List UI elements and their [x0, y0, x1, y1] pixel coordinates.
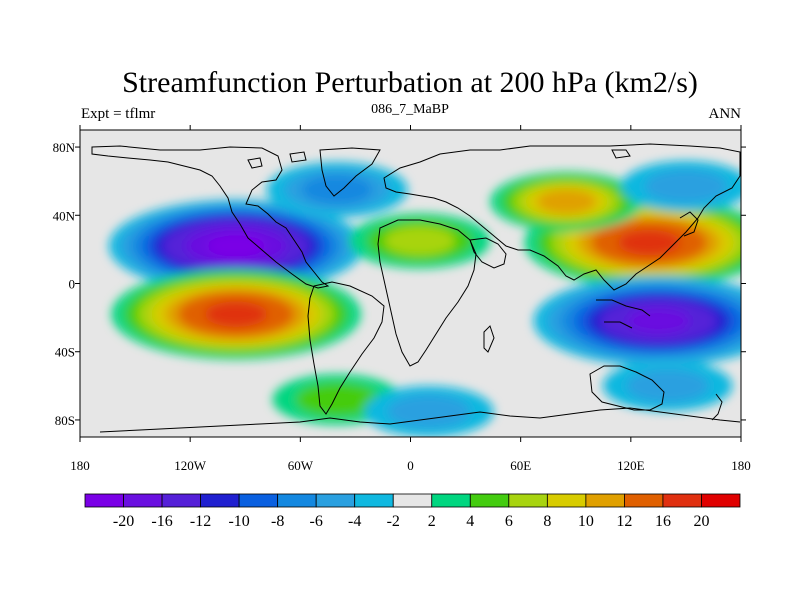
colorbar-label: -12 — [190, 513, 211, 530]
colorbar-swatch — [585, 493, 625, 508]
coastline-south-america — [307, 281, 385, 415]
colorbar-label: 16 — [655, 513, 671, 530]
map-panel — [79, 129, 742, 438]
contour-negative-center-north-pacific — [109, 199, 364, 293]
colorbar-label: 6 — [505, 513, 513, 530]
colorbar-label: 8 — [543, 513, 551, 530]
colorbar-label: 10 — [578, 513, 594, 530]
colorbar-label: -16 — [151, 513, 172, 530]
x-tick-label: 60E — [510, 458, 531, 473]
colorbar-label: -20 — [113, 513, 134, 530]
contour-level — [627, 308, 690, 334]
contour-negative-center-siberia — [621, 161, 741, 212]
map-axes: 180 120W 60W 0 60E 120E 180 80N 40N 0 40S 80S — [53, 125, 751, 473]
colorbar-swatch — [354, 493, 394, 508]
colorbar-label: 2 — [428, 513, 436, 530]
colorbar-swatch — [624, 493, 664, 508]
colorbar: -20 -16 -12 -10 -8 -6 -4 -2 2 4 6 8 10 12 16 20 — [84, 493, 741, 530]
coastline-greenland — [319, 147, 381, 197]
colorbar-swatch — [315, 493, 356, 508]
colorbar-swatch — [277, 493, 317, 508]
colorbar-swatch — [123, 493, 163, 508]
season-label: ANN — [709, 106, 742, 122]
colorbar-swatch — [662, 493, 702, 508]
contour-negative-center-south-indian — [533, 275, 741, 367]
colorbar-swatch — [84, 493, 124, 508]
colorbar-label: -8 — [271, 513, 284, 530]
colorbar-swatch — [238, 493, 279, 508]
y-tick-label: 40N — [53, 208, 76, 223]
colorbar-label: -4 — [348, 513, 361, 530]
x-tick-label: 120W — [174, 458, 207, 473]
colorbar-label: 4 — [466, 513, 474, 530]
contour-level — [626, 369, 709, 403]
y-tick-label: 80S — [55, 413, 75, 428]
contour-negative-center-antarctic — [364, 386, 494, 437]
coastline-japan — [679, 211, 699, 237]
coastline-arabia — [469, 237, 507, 269]
colorbar-swatch — [392, 493, 433, 508]
coastline-north-america — [91, 145, 330, 289]
contour-positive-center-south-pacific — [111, 268, 361, 360]
colorbar-swatch — [200, 493, 240, 508]
coastline-antarctica — [99, 407, 741, 433]
colorbar-label: -2 — [387, 513, 400, 530]
contour-positive-center-north-africa — [349, 213, 491, 269]
contour-level — [207, 234, 265, 258]
y-tick-label: 0 — [69, 277, 76, 292]
contour-level — [387, 394, 471, 429]
contour-positive-center-central-asia — [490, 171, 643, 232]
y-tick-label: 80N — [53, 140, 76, 155]
y-tick-label: 40S — [55, 345, 75, 360]
colorbar-swatch — [701, 493, 741, 508]
colorbar-swatch — [546, 493, 587, 508]
coastline-new-zealand — [711, 393, 723, 421]
contour-level — [295, 382, 379, 417]
contour-negative-center-south-pacific-high — [602, 360, 733, 412]
x-tick-label: 120E — [617, 458, 645, 473]
contour-level — [644, 169, 728, 203]
x-tick-label: 60W — [288, 458, 314, 473]
chart-subtitle: 086_7_MaBP — [371, 102, 449, 117]
coastline-indonesia — [596, 299, 651, 329]
colorbar-label: 20 — [693, 513, 709, 530]
colorbar-label: 12 — [616, 513, 632, 530]
contour-negative-center-north-atlantic — [266, 162, 408, 218]
contour-level — [536, 189, 597, 214]
experiment-label: Expt = tflmr — [81, 106, 155, 122]
contour-fields — [109, 161, 741, 437]
colorbar-label: -10 — [228, 513, 249, 530]
colorbar-swatch — [161, 493, 201, 508]
x-tick-label: 180 — [731, 458, 751, 473]
colorbar-swatch — [508, 493, 548, 508]
colorbar-swatch — [431, 493, 471, 508]
coastline-australia — [589, 365, 665, 411]
coastline-eurasia — [383, 143, 741, 291]
x-tick-label: 0 — [407, 458, 414, 473]
coastline-madagascar — [483, 325, 495, 353]
contour-level — [617, 229, 681, 256]
x-tick-label: 180 — [70, 458, 90, 473]
coastline-arctic-islands — [247, 149, 631, 169]
contour-level — [384, 226, 456, 256]
coastlines — [91, 143, 741, 433]
colorbar-swatch — [469, 493, 510, 508]
contour-level — [301, 175, 373, 205]
colorbar-label: -6 — [310, 513, 323, 530]
chart-title: Streamfunction Perturbation at 200 hPa (… — [122, 66, 698, 99]
contour-level — [204, 301, 268, 327]
coastline-africa — [377, 219, 477, 367]
